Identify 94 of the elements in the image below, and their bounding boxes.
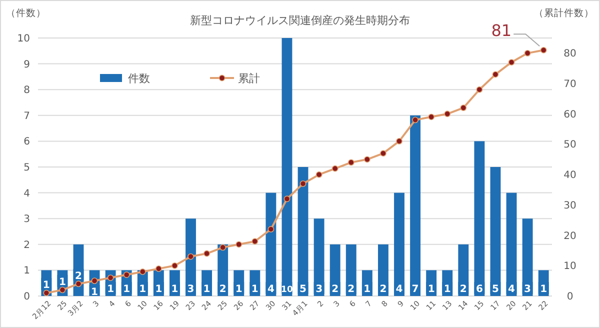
- data-label: 2: [460, 284, 467, 295]
- data-label: 4: [396, 284, 403, 295]
- point: [268, 226, 274, 232]
- data-label: 4: [267, 284, 274, 295]
- data-label: 1: [444, 284, 451, 295]
- data-label: 2: [219, 284, 226, 295]
- data-label: 3: [316, 284, 323, 295]
- point: [284, 196, 290, 202]
- point: [508, 59, 515, 66]
- y-tick-label: 2: [24, 240, 30, 251]
- y-tick-label: 8: [24, 85, 30, 96]
- point: [444, 110, 451, 118]
- y-axis-title: （件数）: [6, 8, 46, 19]
- y2-axis-title: （累計件数）: [534, 7, 594, 19]
- data-label: 1: [91, 287, 98, 298]
- point: [172, 262, 178, 269]
- data-label: 7: [412, 284, 419, 295]
- y-tick-label: 6: [24, 136, 30, 148]
- y2-tick-label: 20: [564, 230, 576, 242]
- y2-tick-label: 80: [564, 48, 576, 60]
- y-tick-label: 3: [24, 214, 30, 226]
- data-label: 1: [251, 284, 258, 295]
- data-label: 1: [428, 284, 435, 295]
- data-label: 5: [492, 284, 499, 295]
- point: [428, 114, 435, 120]
- point: [412, 116, 418, 124]
- y-tick-label: 1: [24, 266, 30, 277]
- point: [107, 274, 114, 281]
- point: [220, 244, 226, 251]
- point: [252, 238, 258, 245]
- data-label: 1: [235, 284, 242, 295]
- data-label: 1: [203, 284, 210, 295]
- point: [316, 171, 322, 178]
- point: [396, 138, 402, 144]
- point: [59, 286, 66, 294]
- data-label: 3: [187, 284, 194, 295]
- chart-title: 新型コロナウイルス関連倒産の発生時期分布: [190, 14, 410, 27]
- y-tick-label: 4: [24, 188, 30, 200]
- y-tick-label: 5: [24, 162, 30, 174]
- bar: [490, 167, 501, 296]
- point: [524, 50, 531, 56]
- point: [204, 250, 210, 257]
- data-label: 3: [524, 284, 532, 295]
- y2-tick-label: 40: [564, 170, 576, 182]
- y2-tick-label: 50: [564, 140, 576, 151]
- y-tick-label: 10: [17, 34, 30, 44]
- point: [188, 253, 194, 260]
- point: [540, 46, 547, 54]
- y2-tick-label: 70: [564, 79, 576, 90]
- data-label: 10: [281, 285, 293, 295]
- data-label: 1: [42, 280, 50, 291]
- legend-label: 件数: [128, 72, 150, 85]
- bar: [410, 115, 420, 296]
- data-label: 2: [75, 270, 82, 282]
- annotation: 81: [491, 21, 512, 40]
- point: [155, 265, 162, 272]
- point: [460, 104, 467, 112]
- legend-label: 累計: [238, 72, 260, 85]
- data-label: 1: [107, 284, 114, 295]
- point: [476, 86, 483, 93]
- bar: [394, 192, 404, 296]
- point: [236, 241, 242, 248]
- data-label: 5: [300, 284, 307, 295]
- data-label: 4: [508, 284, 516, 295]
- point: [332, 165, 338, 172]
- y2-tick-label: 0: [566, 292, 574, 302]
- point: [364, 156, 370, 163]
- y-tick-label: 7: [24, 110, 30, 122]
- data-label: 2: [380, 284, 387, 295]
- data-label: 1: [364, 284, 371, 295]
- data-label: 2: [332, 284, 339, 295]
- point: [492, 71, 499, 78]
- data-label: 1: [540, 284, 548, 295]
- data-label: 1: [171, 284, 178, 295]
- data-label: 2: [348, 284, 355, 295]
- point: [123, 272, 130, 278]
- point: [43, 290, 50, 296]
- data-label: 1: [139, 284, 146, 295]
- data-label: 1: [155, 284, 162, 295]
- y2-tick-label: 60: [564, 109, 576, 120]
- y2-tick-label: 10: [564, 261, 576, 272]
- point: [75, 280, 82, 288]
- y2-tick-label: 30: [564, 200, 576, 212]
- y-tick-label: 0: [24, 292, 30, 302]
- data-label: 1: [123, 284, 130, 295]
- data-label: 6: [476, 284, 483, 295]
- point: [380, 150, 386, 157]
- bar: [474, 141, 485, 296]
- y-tick-label: 9: [24, 59, 30, 70]
- point: [348, 159, 354, 166]
- data-label: 1: [58, 276, 66, 288]
- point: [300, 180, 306, 187]
- bar: [282, 38, 292, 296]
- point: [139, 268, 146, 275]
